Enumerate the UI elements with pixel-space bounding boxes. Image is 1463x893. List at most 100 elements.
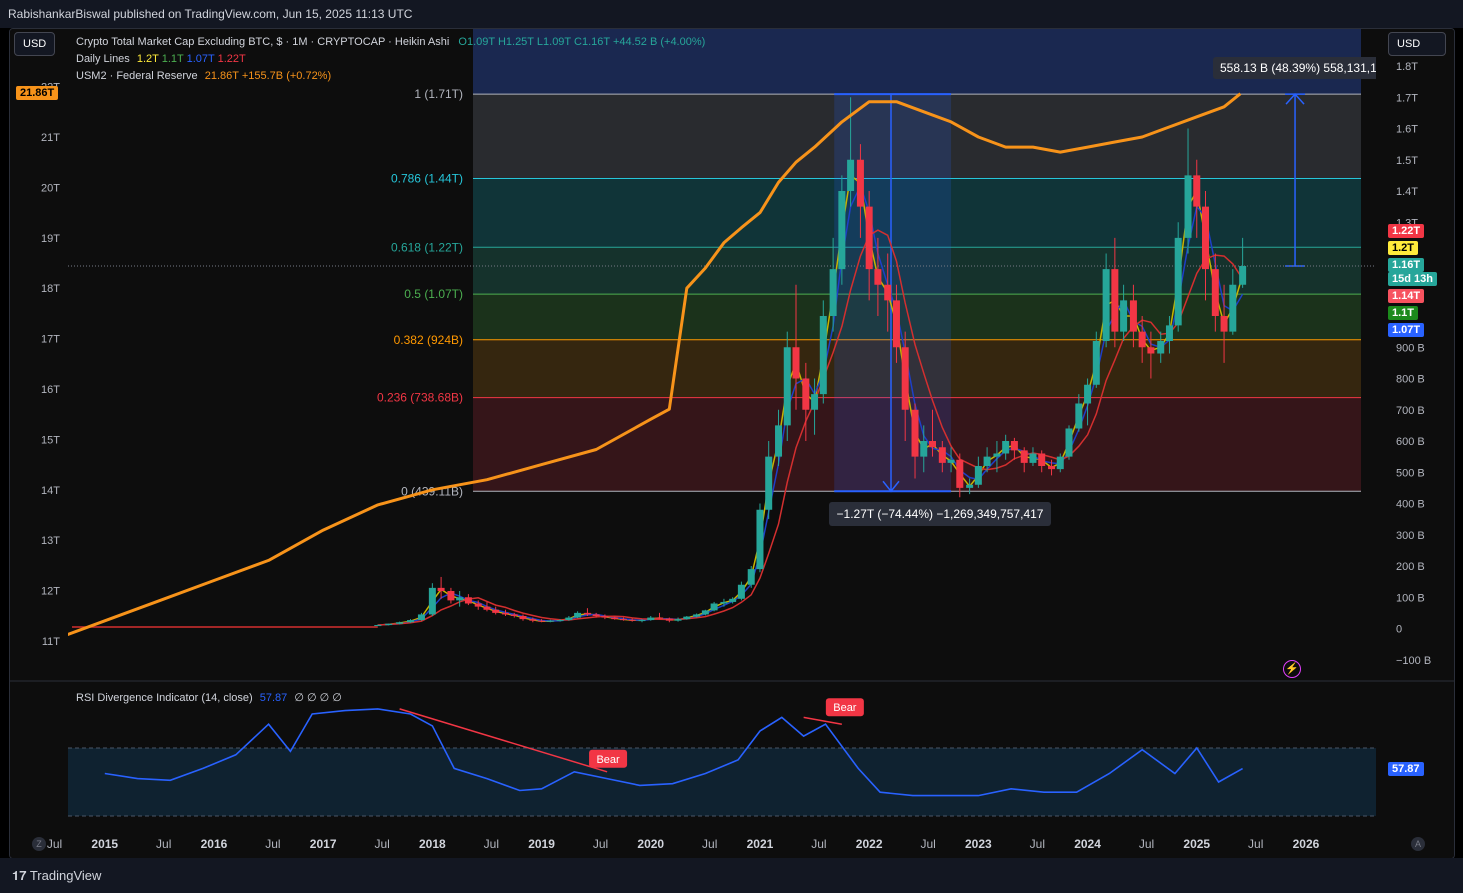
candle-body: [519, 616, 527, 620]
candle-body: [701, 610, 709, 615]
candle-body: [892, 300, 900, 348]
chart-canvas[interactable]: 1 (1.71T) 0.786 (1.44T) 0.618 (1.22T) 0.5 (…: [10, 29, 1454, 858]
x-tick: 2015: [91, 837, 118, 851]
candle-body: [396, 622, 404, 624]
candle-body: [1065, 428, 1073, 457]
candle-body: [747, 569, 755, 585]
candle-body: [901, 347, 909, 410]
x-tick: Jul: [484, 837, 499, 851]
candle-body: [856, 159, 864, 207]
y-right-tick: 200 B: [1396, 561, 1425, 573]
currency-left-button[interactable]: USD: [14, 32, 56, 56]
legend-rsi[interactable]: RSI Divergence Indicator (14, close) 57.…: [76, 691, 342, 704]
x-tick: Jul: [920, 837, 935, 851]
x-tick: 2016: [201, 837, 228, 851]
candle-body: [556, 620, 564, 622]
legend-rsi-title: RSI Divergence Indicator (14, close): [76, 692, 253, 704]
candle-body: [783, 347, 791, 426]
tradingview-logo[interactable]: 𝟏𝟕 TradingView: [12, 868, 101, 884]
candle-body: [756, 509, 764, 570]
y-right-tick: 800 B: [1396, 374, 1425, 386]
chart-frame: 1 (1.71T) 0.786 (1.44T) 0.618 (1.22T) 0.5 (…: [9, 28, 1455, 859]
candle-body: [428, 587, 436, 615]
candle-body: [638, 620, 646, 622]
rsi-band: [68, 748, 1376, 816]
y-left-tick: 15T: [41, 434, 60, 446]
legend-usm2[interactable]: USM2 · Federal Reserve 21.86T +155.7B (+…: [76, 70, 331, 82]
candle-body: [474, 603, 482, 607]
y-left-tick: 12T: [41, 586, 60, 598]
candle-body: [565, 617, 573, 621]
candle-body: [407, 620, 415, 623]
y-right-tick: 700 B: [1396, 405, 1425, 417]
candle-body: [601, 616, 609, 618]
x-tick: Jul: [265, 837, 280, 851]
candle-body: [1239, 266, 1247, 285]
candle-body: [1002, 441, 1010, 454]
candle-body: [1184, 175, 1192, 238]
fib-label: 1 (1.71T): [414, 87, 463, 101]
x-tick: Jul: [156, 837, 171, 851]
candle-body: [1038, 453, 1046, 466]
x-tick: 2018: [419, 837, 446, 851]
legend-open: 1.09T: [466, 36, 495, 48]
bottom-bar: [0, 858, 1463, 893]
candle-body: [1220, 316, 1228, 332]
measure-down-label: −1.27T (−74.44%) −1,269,349,757,417: [837, 507, 1044, 521]
fib-label: 0.618 (1.22T): [391, 240, 463, 254]
candle-body: [938, 447, 946, 463]
tradingview-logo-icon: 𝟏𝟕: [12, 868, 30, 883]
price-tag: 1.1T: [1388, 306, 1419, 320]
candle-body: [1084, 384, 1092, 404]
candle-body: [710, 603, 718, 611]
candle-body: [1010, 441, 1018, 451]
legend-daily[interactable]: Daily Lines 1.2T 1.1T 1.07T 1.22T: [76, 53, 246, 65]
price-tag: 1.22T: [1388, 224, 1425, 238]
publish-info: RabishankarBiswal published on TradingVi…: [8, 7, 413, 21]
candle-body: [884, 284, 892, 301]
candle-body: [847, 159, 855, 191]
tradingview-logo-text: TradingView: [29, 868, 102, 883]
legend-daily-v3: 1.07T: [186, 53, 215, 65]
y-right-tick: 500 B: [1396, 467, 1425, 479]
x-tick: Jul: [593, 837, 608, 851]
fib-label: 0.382 (924B): [394, 333, 463, 347]
candle-body: [792, 347, 800, 379]
legend-daily-title: Daily Lines: [76, 53, 130, 65]
x-tick: Jul: [47, 837, 62, 851]
x-tick: 2023: [965, 837, 992, 851]
candle-body: [611, 617, 619, 620]
y-right-tick: −100 B: [1396, 655, 1431, 667]
candle-body: [1229, 284, 1237, 332]
lightning-icon[interactable]: ⚡: [1283, 660, 1301, 678]
legend-main[interactable]: Crypto Total Market Cap Excluding BTC, $…: [76, 36, 705, 48]
x-tick: 2021: [747, 837, 774, 851]
candle-body: [802, 378, 810, 410]
candle-body: [1020, 450, 1028, 463]
candle-body: [674, 619, 682, 621]
auto-scale-button[interactable]: A: [1411, 837, 1425, 851]
bear-label: Bear: [833, 702, 857, 714]
measure-down-box: [834, 94, 952, 492]
candle-body: [693, 614, 701, 617]
candle-body: [720, 601, 728, 604]
candle-body: [483, 606, 491, 610]
x-tick: 2025: [1183, 837, 1210, 851]
y-left-tick: 21T: [41, 132, 60, 144]
currency-right-button[interactable]: USD: [1388, 32, 1446, 56]
candle-body: [1129, 300, 1137, 332]
candle-body: [1174, 237, 1182, 326]
candle-body: [538, 620, 546, 622]
zoom-corner-button[interactable]: Z: [32, 837, 46, 851]
x-tick: 2019: [528, 837, 555, 851]
divergence-line: [803, 716, 842, 725]
y-left-tick: 20T: [41, 182, 60, 194]
y-left-tick: 18T: [41, 283, 60, 295]
legend-daily-v2: 1.1T: [161, 53, 184, 65]
candle-body: [628, 619, 636, 621]
legend-main-title: Crypto Total Market Cap Excluding BTC, $…: [76, 36, 450, 48]
measure-down-label-bg: [829, 502, 1051, 526]
y-right-tick: 900 B: [1396, 342, 1425, 354]
candle-body: [492, 609, 500, 613]
candle-body: [775, 425, 783, 457]
